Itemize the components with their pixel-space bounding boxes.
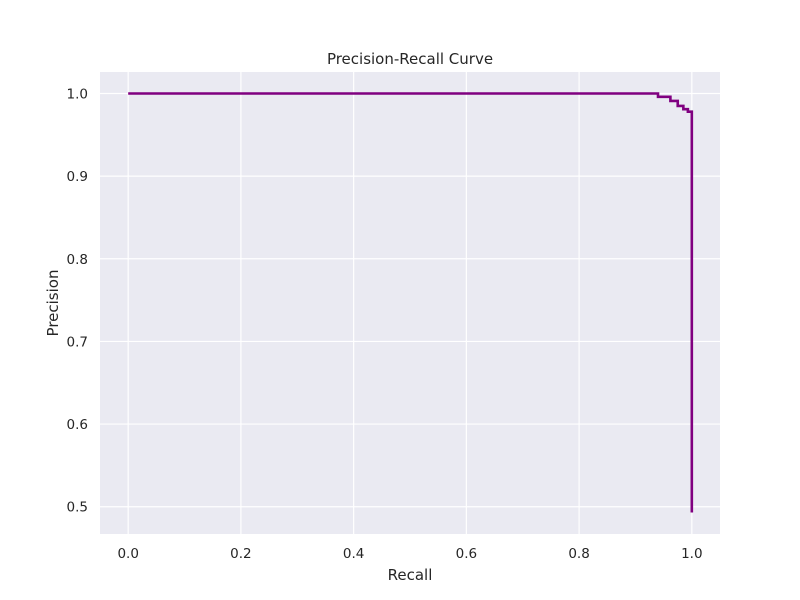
y-tick-label: 0.8 xyxy=(67,252,88,268)
y-axis-label: Precision xyxy=(44,270,62,337)
ticks-layer: 0.0 0.2 0.4 0.6 0.8 1.0 0.5 0.6 0.7 0.8 0.9 1.0 xyxy=(67,86,703,562)
pr-curve-line xyxy=(128,92,694,513)
y-tick-label: 0.6 xyxy=(67,417,88,433)
x-tick-label: 0.4 xyxy=(343,546,364,562)
y-tick-label: 0.9 xyxy=(67,169,88,185)
series-layer xyxy=(128,92,694,513)
y-tick-label: 1.0 xyxy=(67,86,88,102)
x-tick-label: 0.2 xyxy=(230,546,251,562)
y-tick-label: 0.5 xyxy=(67,500,88,516)
x-tick-label: 0.6 xyxy=(456,546,477,562)
y-tick-label: 0.7 xyxy=(67,334,88,350)
x-axis-label: Recall xyxy=(388,566,433,584)
x-tick-label: 0.0 xyxy=(117,546,138,562)
x-tick-label: 0.8 xyxy=(568,546,589,562)
plot-background xyxy=(100,72,720,534)
x-tick-label: 1.0 xyxy=(681,546,702,562)
chart-title: Precision-Recall Curve xyxy=(327,50,493,68)
